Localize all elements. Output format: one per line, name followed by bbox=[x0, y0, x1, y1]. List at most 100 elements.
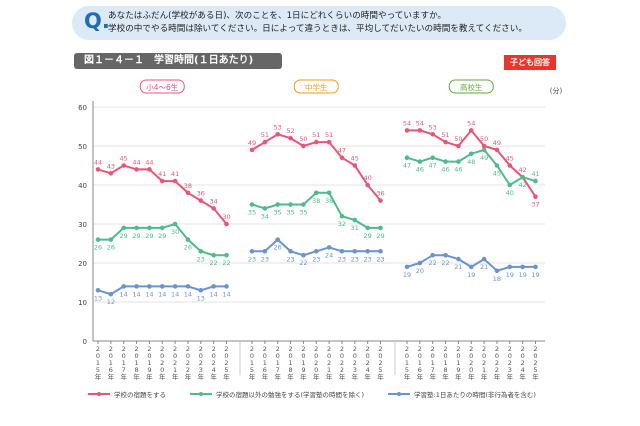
data-label: 23 bbox=[351, 255, 359, 263]
data-label: 34 bbox=[261, 212, 269, 220]
data-label: 26 bbox=[107, 244, 115, 252]
y-tick-label: 60 bbox=[78, 104, 87, 112]
data-point bbox=[443, 139, 448, 145]
data-label: 54 bbox=[416, 119, 424, 127]
data-point bbox=[134, 167, 139, 172]
data-point bbox=[224, 221, 229, 227]
legend-label: 学校の宿題をする bbox=[114, 390, 166, 399]
data-label: 14 bbox=[184, 290, 192, 298]
group-label-box bbox=[293, 79, 339, 94]
data-point bbox=[147, 225, 152, 231]
legend-marker bbox=[199, 392, 203, 396]
data-label: 40 bbox=[506, 189, 514, 197]
data-label: 34 bbox=[210, 197, 218, 205]
data-label: 14 bbox=[171, 290, 179, 298]
data-point bbox=[159, 284, 165, 289]
data-label: 42 bbox=[519, 166, 527, 174]
data-point bbox=[211, 252, 216, 258]
data-label: 23 bbox=[286, 255, 294, 263]
data-label: 38 bbox=[184, 182, 192, 190]
data-point bbox=[301, 143, 306, 149]
data-label: 20 bbox=[416, 267, 424, 275]
data-label: 13 bbox=[94, 294, 102, 302]
data-point bbox=[404, 155, 410, 160]
data-point bbox=[378, 225, 383, 231]
data-point bbox=[147, 167, 152, 172]
figure-title: 図１－４－１ 学習時間(１日あたり) bbox=[74, 53, 282, 69]
group-label: 高校生 bbox=[460, 82, 483, 92]
data-label: 19 bbox=[467, 271, 475, 279]
data-point bbox=[365, 182, 370, 188]
data-label: 30 bbox=[171, 228, 179, 236]
data-point bbox=[443, 252, 448, 258]
data-label: 23 bbox=[248, 255, 256, 263]
data-label: 14 bbox=[120, 290, 128, 298]
data-label: 26 bbox=[184, 244, 192, 252]
y-tick-label: 20 bbox=[78, 260, 87, 268]
legend-label: 学校の宿題以外の勉強をする(学習塾の時間を除く) bbox=[216, 390, 364, 399]
data-point bbox=[262, 139, 268, 145]
legend-marker bbox=[397, 392, 401, 396]
data-point bbox=[481, 256, 487, 262]
data-point bbox=[275, 237, 281, 242]
data-label: 54 bbox=[403, 119, 411, 127]
data-point bbox=[456, 159, 461, 164]
legend-marker bbox=[97, 392, 101, 396]
data-point bbox=[121, 163, 126, 168]
data-label: 29 bbox=[120, 232, 128, 240]
data-point bbox=[468, 128, 474, 133]
data-point bbox=[352, 217, 358, 223]
data-point bbox=[507, 163, 513, 168]
data-point bbox=[417, 128, 423, 133]
data-label: 35 bbox=[286, 209, 294, 217]
data-label: 52 bbox=[286, 127, 294, 135]
data-point bbox=[249, 249, 255, 254]
data-point bbox=[520, 264, 525, 270]
data-point bbox=[172, 221, 178, 227]
data-point bbox=[172, 284, 178, 289]
data-label: 37 bbox=[531, 201, 539, 209]
data-point bbox=[249, 147, 255, 153]
data-point bbox=[430, 252, 436, 258]
data-point bbox=[159, 178, 165, 184]
group-label: 中学生 bbox=[305, 82, 328, 92]
data-label: 43 bbox=[107, 162, 115, 170]
data-label: 21 bbox=[454, 263, 462, 271]
data-point bbox=[301, 202, 306, 207]
legend-label: 学習塾:1日あたりの時間(非行為者を含む) bbox=[414, 390, 536, 399]
data-label: 29 bbox=[364, 232, 372, 240]
data-label: 19 bbox=[531, 271, 539, 279]
data-label: 19 bbox=[519, 271, 527, 279]
data-label: 31 bbox=[351, 224, 359, 232]
data-label: 49 bbox=[248, 139, 256, 147]
data-point bbox=[159, 225, 165, 231]
data-point bbox=[288, 202, 293, 207]
data-point bbox=[430, 155, 436, 160]
data-point bbox=[185, 190, 191, 196]
question-text: あなたはふだん(学校がある日)、次のことを、1日にどれくらいの時間やっていますか… bbox=[108, 10, 527, 36]
data-point bbox=[494, 268, 500, 274]
data-label: 35 bbox=[299, 209, 307, 217]
data-label: 49 bbox=[480, 154, 488, 162]
data-point bbox=[326, 139, 332, 145]
respondent-badge: 子ども回答 bbox=[504, 55, 556, 70]
data-label: 13 bbox=[197, 294, 205, 302]
